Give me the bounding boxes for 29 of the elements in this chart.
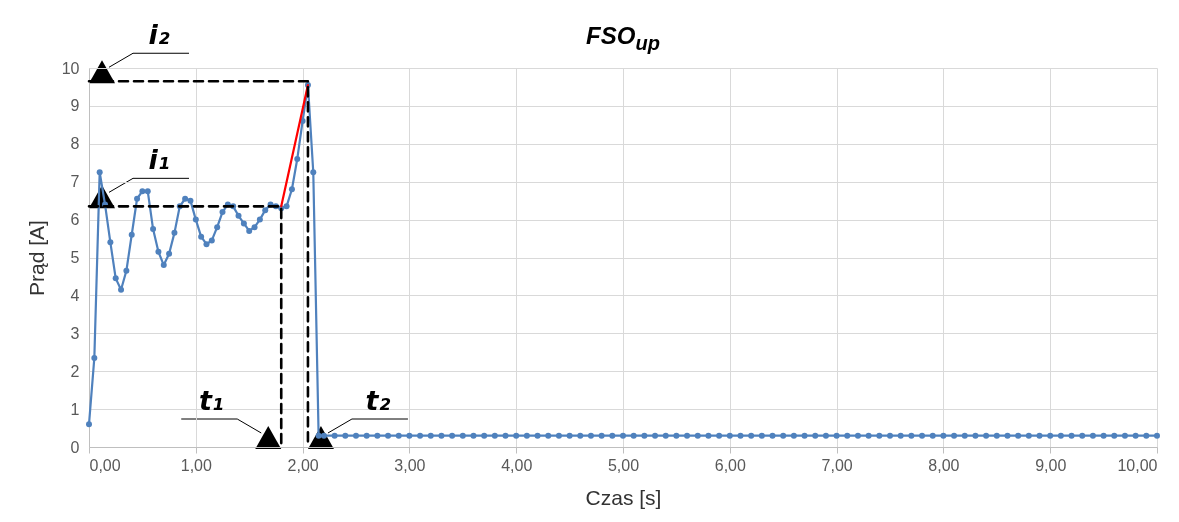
y-tick-label: 8 bbox=[70, 135, 80, 153]
x-tick-label: 9,00 bbox=[1035, 456, 1067, 474]
y-tick-label: 2 bbox=[70, 362, 80, 380]
y-tick-label: 3 bbox=[70, 324, 80, 342]
x-tick-label: 0,00 bbox=[89, 456, 121, 474]
annotation: i₁ bbox=[148, 144, 170, 176]
y-tick-label: 5 bbox=[70, 249, 80, 266]
annotation: i₂ bbox=[148, 19, 170, 51]
x-tick-label: 2,00 bbox=[287, 456, 319, 474]
annotation: t₂ bbox=[365, 385, 391, 416]
x-tick-label: 4,00 bbox=[501, 456, 533, 474]
x-tick-label: 7,00 bbox=[821, 456, 853, 474]
x-tick-label: 5,00 bbox=[607, 456, 640, 474]
x-axis-title: Czas [s] bbox=[585, 485, 662, 509]
y-tick-label: 4 bbox=[70, 286, 80, 304]
y-tick-label: 10 bbox=[61, 59, 80, 77]
x-tick-label: 1,00 bbox=[180, 456, 212, 474]
y-tick-label: 6 bbox=[70, 211, 80, 229]
y-tick-label: 7 bbox=[70, 173, 80, 191]
x-tick-label: 10,00 bbox=[1117, 456, 1158, 474]
y-axis-title: Prąd [A] bbox=[24, 220, 48, 296]
x-tick-label: 6,00 bbox=[714, 456, 746, 474]
x-tick-label: 3,00 bbox=[394, 456, 426, 474]
chart-title: FSO$_{up}$ bbox=[586, 22, 660, 54]
y-tick-label: 1 bbox=[70, 400, 80, 418]
annotation: t₁ bbox=[198, 385, 224, 416]
x-tick-label: 8,00 bbox=[928, 456, 960, 474]
y-tick-label: 0 bbox=[70, 438, 80, 456]
y-tick-label: 9 bbox=[70, 97, 80, 115]
